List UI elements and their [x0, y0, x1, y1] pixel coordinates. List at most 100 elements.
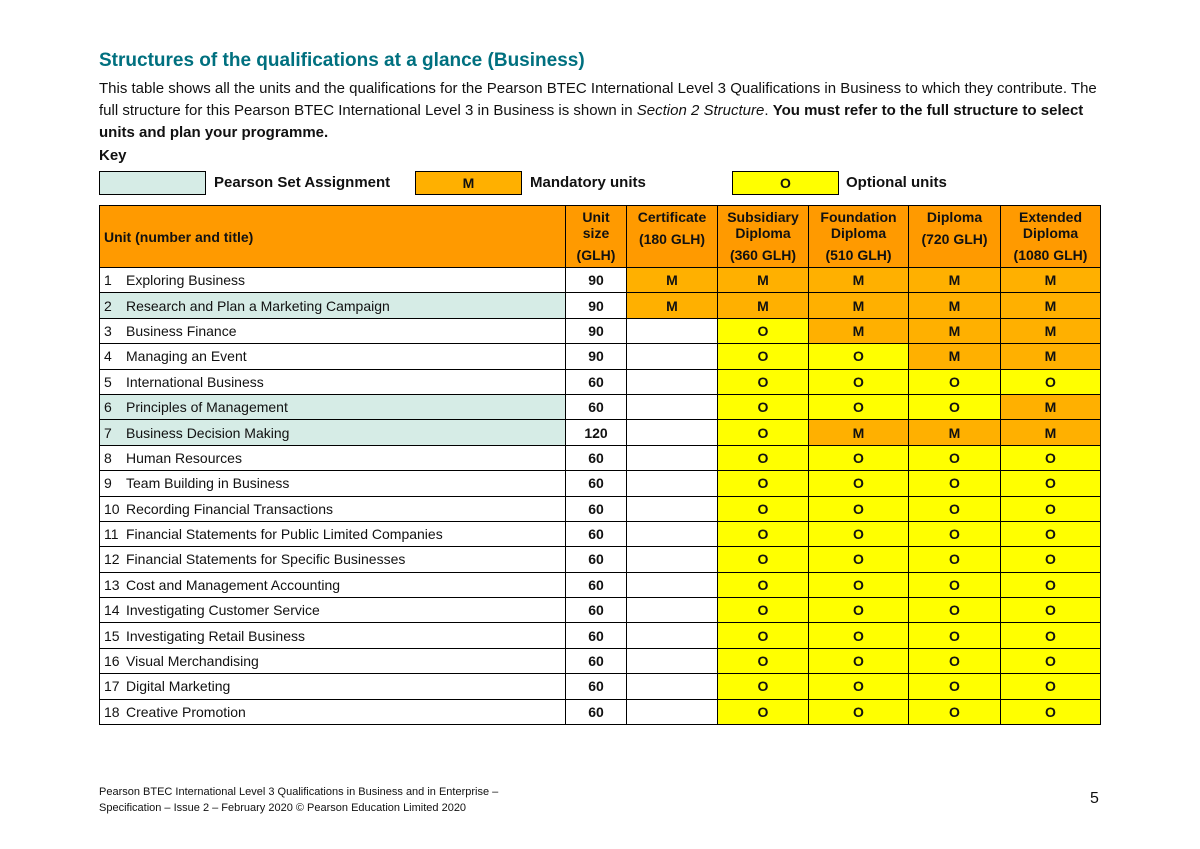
unit-size: 90: [565, 317, 627, 345]
unit-size: 90: [565, 343, 627, 370]
header-row: Unit (number and title) Unit size (GLH) Cer…: [99, 205, 1101, 268]
unit-number: 3: [104, 322, 112, 339]
unit-size: 60: [565, 571, 627, 599]
qualification-cell: M: [717, 266, 809, 294]
qualification-cell: O: [908, 597, 1001, 624]
header-cell: Extended Diploma (1080 GLH): [1000, 205, 1101, 268]
unit-title: Financial Statements for Public Limited …: [126, 526, 443, 543]
qualification-cell: M: [1000, 266, 1101, 294]
unit-row: 10 Recording Financial Transactions 60 O O O O: [99, 495, 1101, 522]
unit-size: 60: [565, 546, 627, 573]
qualification-cell: M: [808, 292, 909, 319]
qualification-cell: O: [717, 444, 809, 472]
unit-title: Business Finance: [126, 322, 237, 339]
unit-row: 14 Investigating Customer Service 60 O O O O: [99, 597, 1101, 624]
qualification-cell: [626, 597, 718, 624]
qualification-cell: O: [908, 673, 1001, 700]
qualification-cell: M: [908, 292, 1001, 319]
qualification-cell: O: [717, 597, 809, 624]
unit-title: Managing an Event: [126, 348, 247, 365]
header-cell: Certificate (180 GLH): [626, 205, 718, 268]
qualification-cell: O: [908, 393, 1001, 421]
qualification-cell: O: [808, 343, 909, 370]
unit-size: 60: [565, 698, 627, 726]
qualification-cell: M: [908, 317, 1001, 345]
unit-number: 9: [104, 475, 112, 492]
header-sub: (GLH): [576, 247, 616, 263]
unit-number: 10: [104, 500, 120, 517]
intro-text: .: [764, 102, 773, 119]
unit-number: 1: [104, 272, 112, 289]
unit-cell: 3 Business Finance: [99, 317, 566, 345]
unit-size: 60: [565, 470, 627, 497]
qualification-cell: O: [717, 343, 809, 370]
unit-row: 7 Business Decision Making 120 O M M M: [99, 419, 1101, 446]
unit-number: 4: [104, 348, 112, 365]
qualification-cell: O: [717, 673, 809, 700]
unit-title: Business Decision Making: [126, 424, 290, 441]
qualification-cell: O: [717, 419, 809, 446]
qualification-cell: O: [717, 698, 809, 726]
unit-title: Exploring Business: [126, 272, 246, 289]
key-swatch: O: [732, 171, 839, 195]
unit-title: Human Resources: [126, 449, 242, 466]
qualification-cell: [626, 622, 718, 649]
page-number: 5: [1090, 790, 1099, 807]
unit-row: 3 Business Finance 90 O M M M: [99, 317, 1101, 345]
qualification-cell: [626, 520, 718, 548]
unit-row: 15 Investigating Retail Business 60 O O O O: [99, 622, 1101, 649]
qualification-cell: O: [1000, 495, 1101, 522]
unit-row: 13 Cost and Management Accounting 60 O O O O: [99, 571, 1101, 599]
unit-number: 17: [104, 678, 120, 695]
unit-number: 7: [104, 424, 112, 441]
units-table: Unit (number and title) Unit size (GLH) Cer…: [99, 205, 1101, 726]
unit-size: 90: [565, 292, 627, 319]
header-cell: Unit size (GLH): [565, 205, 627, 268]
qualification-cell: [626, 495, 718, 522]
unit-title: Digital Marketing: [126, 678, 231, 695]
unit-number: 13: [104, 576, 120, 593]
qualification-cell: M: [626, 292, 718, 319]
qualification-cell: O: [1000, 444, 1101, 472]
unit-row: 1 Exploring Business 90 M M M M M: [99, 266, 1101, 294]
unit-cell: 9 Team Building in Business: [99, 470, 566, 497]
unit-number: 18: [104, 703, 120, 720]
qualification-cell: O: [908, 520, 1001, 548]
qualification-cell: O: [808, 368, 909, 395]
unit-size: 90: [565, 266, 627, 294]
qualification-cell: [626, 317, 718, 345]
qualification-cell: O: [717, 495, 809, 522]
qualification-cell: M: [908, 343, 1001, 370]
qualification-cell: M: [1000, 343, 1101, 370]
qualification-cell: [626, 571, 718, 599]
qualification-cell: O: [717, 520, 809, 548]
qualification-cell: O: [808, 520, 909, 548]
unit-size: 60: [565, 368, 627, 395]
unit-title: Visual Merchandising: [126, 653, 259, 670]
unit-cell: 5 International Business: [99, 368, 566, 395]
unit-size: 60: [565, 520, 627, 548]
header-label: Foundation Diploma: [820, 209, 897, 241]
unit-title: Investigating Retail Business: [126, 627, 305, 644]
unit-title: Research and Plan a Marketing Campaign: [126, 297, 390, 314]
unit-cell: 1 Exploring Business: [99, 266, 566, 294]
qualification-cell: O: [1000, 368, 1101, 395]
unit-cell: 8 Human Resources: [99, 444, 566, 472]
qualification-cell: O: [1000, 647, 1101, 675]
footer-text: Specification – Issue 2 – February 2020 …: [99, 802, 467, 814]
header-label: Unit (number and title): [104, 228, 254, 245]
qualification-cell: [626, 368, 718, 395]
qualification-cell: [626, 419, 718, 446]
unit-cell: 6 Principles of Management: [99, 393, 566, 421]
unit-cell: 15 Investigating Retail Business: [99, 622, 566, 649]
header-sub: (720 GLH): [921, 231, 988, 247]
unit-size: 60: [565, 597, 627, 624]
qualification-cell: O: [1000, 597, 1101, 624]
header-label: Certificate: [637, 209, 707, 225]
unit-cell: 10 Recording Financial Transactions: [99, 495, 566, 522]
qualification-cell: O: [808, 546, 909, 573]
qualification-cell: M: [908, 419, 1001, 446]
unit-title: International Business: [126, 373, 264, 390]
qualification-cell: O: [908, 698, 1001, 726]
unit-title: Creative Promotion: [126, 703, 246, 720]
